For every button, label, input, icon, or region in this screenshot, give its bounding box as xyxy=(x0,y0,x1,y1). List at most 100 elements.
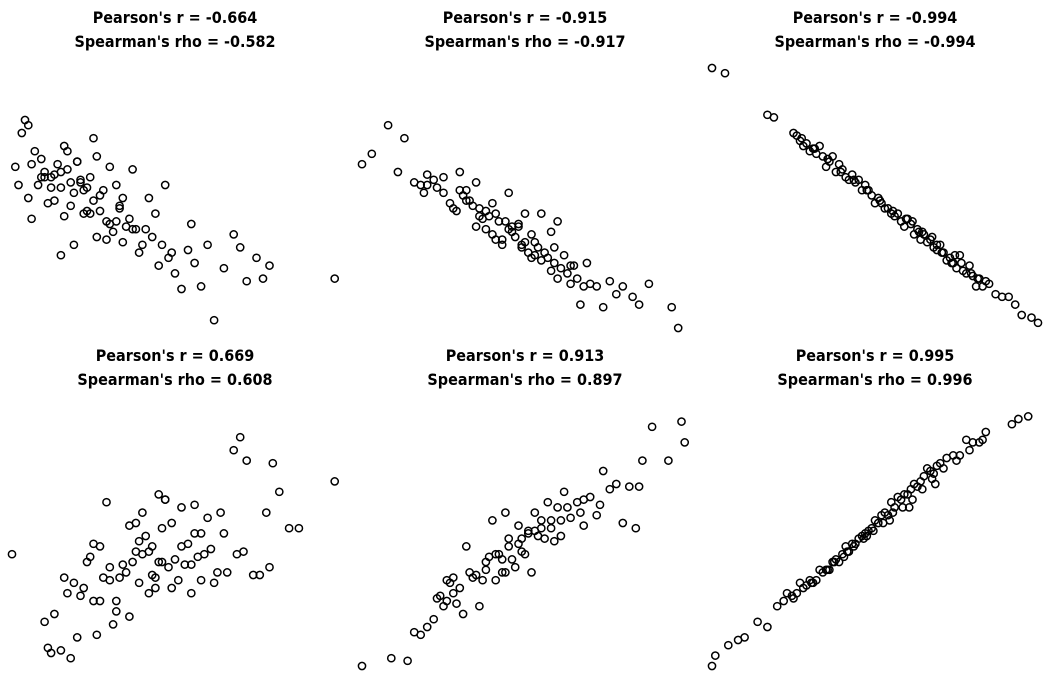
scatter-point xyxy=(154,490,164,499)
scatter-point xyxy=(481,557,491,567)
scatter-point xyxy=(471,570,481,580)
scatter-point xyxy=(834,557,844,567)
scatter-point xyxy=(102,497,111,507)
scatter-point xyxy=(429,614,439,624)
scatter-point xyxy=(930,479,940,489)
scatter-point xyxy=(461,542,471,551)
scatter-point xyxy=(880,204,890,213)
scatter-point xyxy=(138,240,147,250)
scatter-point xyxy=(572,274,582,283)
scatter-point xyxy=(219,263,229,273)
scatter-point xyxy=(792,588,802,598)
scatter-point xyxy=(258,274,268,283)
scatter-point xyxy=(383,120,393,130)
scatter-point xyxy=(164,562,173,572)
scatter-point xyxy=(952,456,961,465)
scatter-point xyxy=(76,178,85,187)
scatter-point xyxy=(330,274,340,283)
scatter-point xyxy=(504,542,514,551)
panel-3-plot-area xyxy=(707,63,1043,328)
scatter-point xyxy=(914,227,924,237)
scatter-point xyxy=(798,141,808,151)
scatter-point xyxy=(455,167,465,177)
scatter-point xyxy=(514,219,523,229)
scatter-point xyxy=(419,188,429,198)
scatter-point xyxy=(439,188,448,198)
scatter-point xyxy=(543,497,553,507)
panel-3-spearman-label: Spearman's rho = -0.994 xyxy=(774,32,976,51)
scatter-point xyxy=(98,185,108,195)
scatter-point xyxy=(710,651,720,660)
scatter-point xyxy=(798,583,808,593)
scatter-point xyxy=(458,609,468,619)
scatter-point xyxy=(707,63,717,73)
scatter-point xyxy=(186,560,196,569)
scatter-point xyxy=(125,612,134,621)
scatter-point xyxy=(844,175,854,185)
scatter-point xyxy=(475,211,484,221)
scatter-point xyxy=(128,224,137,234)
scatter-point xyxy=(510,562,520,572)
scatter-point xyxy=(504,534,514,543)
scatter-point xyxy=(981,427,991,437)
scatter-point xyxy=(85,552,95,562)
scatter-point xyxy=(740,633,749,642)
scatter-point xyxy=(157,557,167,567)
scatter-point xyxy=(520,209,530,218)
scatter-point xyxy=(917,227,927,237)
scatter-point xyxy=(85,172,95,182)
scatter-point xyxy=(908,495,917,504)
scatter-point xyxy=(50,609,59,619)
scatter-point xyxy=(501,508,510,517)
scatter-point xyxy=(965,445,974,455)
scatter-point xyxy=(105,562,115,572)
scatter-point xyxy=(772,601,782,611)
scatter-point xyxy=(50,196,59,205)
scatter-point xyxy=(471,178,481,187)
scatter-point xyxy=(753,617,762,627)
scatter-point xyxy=(497,568,507,577)
scatter-point xyxy=(56,250,66,260)
scatter-point xyxy=(869,526,878,536)
scatter-point xyxy=(144,193,154,203)
scatter-point xyxy=(818,152,828,161)
scatter-point xyxy=(488,198,497,208)
scatter-point xyxy=(203,513,212,523)
scatter-point xyxy=(973,274,983,283)
scatter-point xyxy=(566,279,575,289)
scatter-point xyxy=(935,240,945,250)
panel-4-plot-area xyxy=(7,432,340,663)
panel-2-plot-area xyxy=(357,120,683,333)
scatter-point xyxy=(59,573,69,582)
scatter-point xyxy=(190,258,199,268)
scatter-point xyxy=(932,240,942,250)
scatter-point xyxy=(978,435,987,445)
scatter-point xyxy=(261,508,271,517)
scatter-point xyxy=(442,596,452,606)
scatter-point xyxy=(475,601,484,611)
scatter-point xyxy=(598,466,608,476)
scatter-point xyxy=(167,248,177,257)
scatter-point xyxy=(605,276,615,286)
panel-4-spearman-label: Spearman's rho = 0.608 xyxy=(77,370,273,389)
scatter-point xyxy=(818,568,828,577)
scatter-point xyxy=(229,445,239,455)
scatter-point xyxy=(904,503,914,512)
scatter-point xyxy=(1033,318,1043,328)
scatter-point xyxy=(36,154,46,164)
scatter-point xyxy=(134,248,144,257)
scatter-point xyxy=(807,578,816,588)
scatter-point xyxy=(448,588,458,598)
scatter-point xyxy=(849,175,859,185)
scatter-point xyxy=(543,253,553,263)
scatter-point xyxy=(527,253,536,263)
scatter-point xyxy=(455,185,465,195)
scatter-point xyxy=(523,526,533,536)
scatter-point xyxy=(209,578,219,588)
scatter-point xyxy=(707,661,717,671)
scatter-point xyxy=(108,227,118,237)
scatter-point xyxy=(105,162,115,172)
scatter-point xyxy=(7,549,17,559)
scatter-point xyxy=(235,243,245,252)
scatter-point xyxy=(232,549,242,559)
